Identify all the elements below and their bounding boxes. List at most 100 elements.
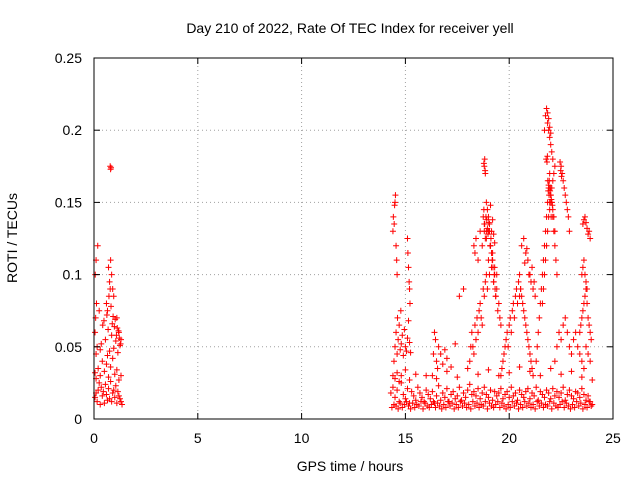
- data-point: [485, 213, 492, 220]
- data-point: [107, 378, 114, 385]
- data-point: [102, 381, 109, 388]
- data-point: [480, 403, 487, 410]
- data-point: [104, 352, 111, 359]
- data-point: [97, 372, 104, 379]
- data-point: [481, 156, 488, 163]
- data-point: [588, 336, 595, 343]
- data-point: [95, 365, 102, 372]
- data-point: [497, 385, 504, 392]
- data-point: [99, 322, 106, 329]
- data-point: [399, 332, 406, 339]
- data-point: [499, 358, 506, 365]
- data-point: [449, 400, 456, 407]
- data-point: [487, 202, 494, 209]
- data-point: [525, 343, 532, 350]
- data-point: [389, 384, 396, 391]
- data-point: [434, 365, 441, 372]
- data-point: [539, 300, 546, 307]
- data-point: [545, 115, 552, 122]
- data-point: [412, 397, 419, 404]
- data-point: [113, 314, 120, 321]
- data-point: [433, 392, 440, 399]
- data-point: [407, 349, 414, 356]
- data-point: [470, 242, 477, 249]
- data-point: [541, 271, 548, 278]
- data-point: [468, 329, 475, 336]
- x-tick-label: 5: [194, 430, 202, 446]
- data-point: [117, 398, 124, 405]
- x-tick-label: 0: [90, 430, 98, 446]
- data-point: [404, 235, 411, 242]
- data-point: [551, 228, 558, 235]
- data-point: [584, 300, 591, 307]
- data-point: [490, 231, 497, 238]
- data-point: [110, 387, 117, 394]
- data-point: [576, 351, 583, 358]
- data-point: [115, 392, 122, 399]
- y-axis-label: ROTI / TECUs: [4, 193, 20, 283]
- data-point: [516, 387, 523, 394]
- data-point: [516, 293, 523, 300]
- data-point: [497, 372, 504, 379]
- data-point: [577, 400, 584, 407]
- data-point: [549, 385, 556, 392]
- data-point: [496, 404, 503, 411]
- data-point: [390, 213, 397, 220]
- data-point: [546, 124, 553, 131]
- data-point: [396, 378, 403, 385]
- data-point: [112, 382, 119, 389]
- data-point: [560, 177, 567, 184]
- data-point: [544, 228, 551, 235]
- data-point: [491, 271, 498, 278]
- data-point: [402, 343, 409, 350]
- data-point: [414, 384, 421, 391]
- data-point: [489, 216, 496, 223]
- data-point: [517, 286, 524, 293]
- data-point: [543, 242, 550, 249]
- data-point: [96, 379, 103, 386]
- data-point: [486, 221, 493, 228]
- data-point: [578, 385, 585, 392]
- data-point: [580, 365, 587, 372]
- data-point: [484, 405, 491, 412]
- data-point: [571, 404, 578, 411]
- data-point: [583, 219, 590, 226]
- data-point: [585, 314, 592, 321]
- data-point: [460, 286, 467, 293]
- data-point: [564, 391, 571, 398]
- data-point: [433, 358, 440, 365]
- data-point: [491, 239, 498, 246]
- data-point: [574, 343, 581, 350]
- data-point: [496, 314, 503, 321]
- data-point: [429, 372, 436, 379]
- data-point: [503, 405, 510, 412]
- plot-frame: [93, 57, 614, 420]
- data-point: [441, 394, 448, 401]
- data-point: [508, 329, 515, 336]
- data-point: [523, 245, 530, 252]
- data-point: [482, 398, 489, 405]
- y-tick-label: 0.15: [55, 194, 82, 210]
- data-point: [470, 388, 477, 395]
- data-point: [425, 391, 432, 398]
- data-point: [525, 400, 532, 407]
- data-point: [532, 293, 539, 300]
- data-point: [111, 394, 118, 401]
- data-point: [97, 346, 104, 353]
- data-point: [553, 271, 560, 278]
- data-point: [587, 358, 594, 365]
- data-point: [580, 391, 587, 398]
- data-point: [556, 394, 563, 401]
- data-point: [589, 401, 596, 408]
- ticks: 0 5 10 15 20 25 0 0.05 0.1 0.15 0.2 0.25: [55, 50, 621, 446]
- data-point: [96, 307, 103, 314]
- data-point: [433, 375, 440, 382]
- data-point: [443, 355, 450, 362]
- data-point: [587, 329, 594, 336]
- data-point: [481, 384, 488, 391]
- data-point: [513, 400, 520, 407]
- data-point: [474, 400, 481, 407]
- data-point: [108, 303, 115, 310]
- data-point: [521, 314, 528, 321]
- data-point: [498, 365, 505, 372]
